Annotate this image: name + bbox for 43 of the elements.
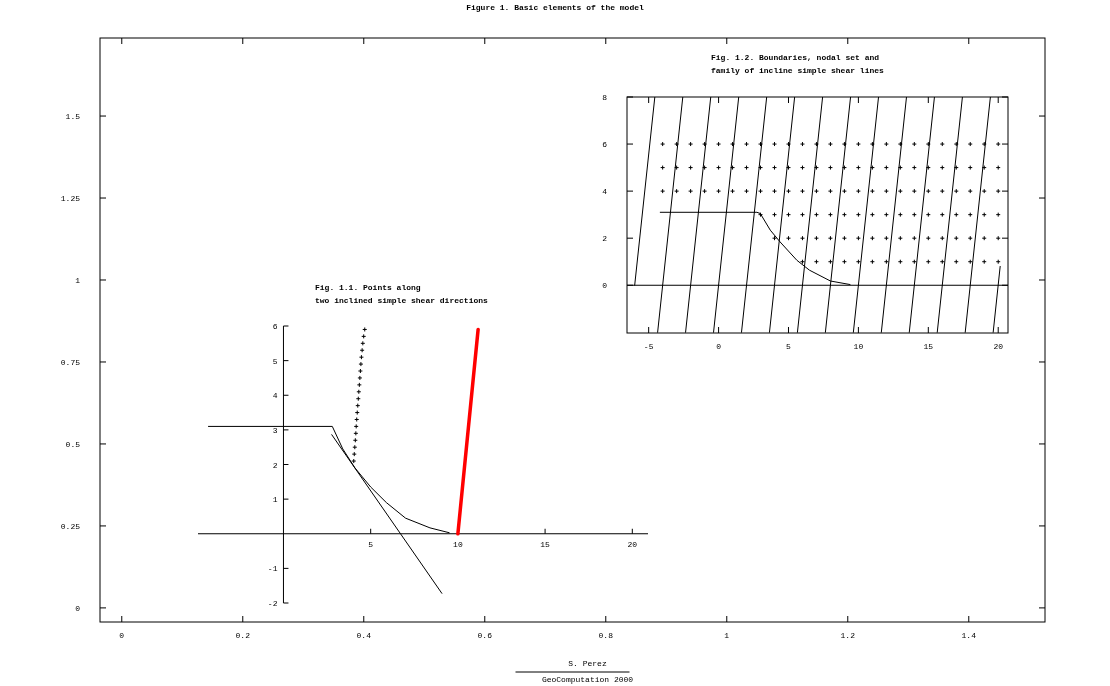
y-tick-label: 0 — [75, 603, 81, 613]
y-tick-label: 5 — [272, 356, 278, 366]
y-tick-label: 2 — [272, 460, 278, 470]
y-tick-label: 2 — [602, 234, 608, 244]
x-tick-label: 0.8 — [598, 631, 614, 640]
y-tick-label: 4 — [272, 391, 278, 401]
y-tick-label: 8 — [602, 93, 608, 102]
x-tick-label: 0 — [716, 342, 722, 351]
x-tick-label: 10 — [853, 342, 864, 351]
y-tick-label: 1 — [75, 275, 81, 285]
x-tick-label: 5 — [786, 342, 792, 351]
x-tick-label: 0.2 — [235, 631, 251, 640]
y-tick-label: 1 — [272, 495, 278, 505]
y-tick-label: 3 — [272, 425, 278, 435]
y-tick-label: 0.5 — [65, 439, 81, 449]
y-tick-label: 6 — [602, 140, 608, 150]
chart-title: Figure 1. Basic elements of the model — [466, 3, 645, 12]
chart-title: Fig. 1.1. Points along two inclined simple shear directions — [315, 283, 489, 305]
x-tick-label: 0.6 — [477, 631, 493, 640]
x-tick-label: 10 — [453, 539, 463, 549]
y-tick-label: -1 — [267, 564, 278, 574]
y-tick-label: 0.75 — [60, 357, 81, 367]
x-tick-label: 1 — [724, 631, 730, 640]
y-tick-label: 1.25 — [60, 194, 81, 204]
x-tick-label: -5 — [643, 342, 654, 351]
x-tick-label: 1.4 — [961, 631, 977, 640]
x-tick-label: 0 — [119, 631, 125, 640]
x-tick-label: 15 — [540, 539, 551, 549]
y-tick-label: 1.5 — [65, 112, 81, 122]
x-tick-label: 20 — [993, 342, 1004, 351]
chart-title: Fig. 1.2. Boundaries, nodal set and family of incline simple shear lines — [711, 53, 885, 75]
x-tick-label: 1.2 — [840, 631, 856, 640]
x-tick-label: 20 — [627, 539, 638, 549]
x-axis-title: S. Perez — [568, 659, 607, 668]
y-tick-label: 6 — [272, 322, 278, 331]
y-tick-label: 0.25 — [60, 521, 81, 531]
x-tick-label: 15 — [923, 342, 934, 351]
y-tick-label: -2 — [267, 599, 278, 608]
text: GeoComputation 2000 — [541, 675, 634, 684]
y-tick-label: 0 — [602, 281, 608, 291]
x-tick-label: 5 — [368, 539, 374, 549]
y-tick-label: 4 — [602, 187, 608, 197]
x-tick-label: 0.4 — [356, 631, 372, 640]
